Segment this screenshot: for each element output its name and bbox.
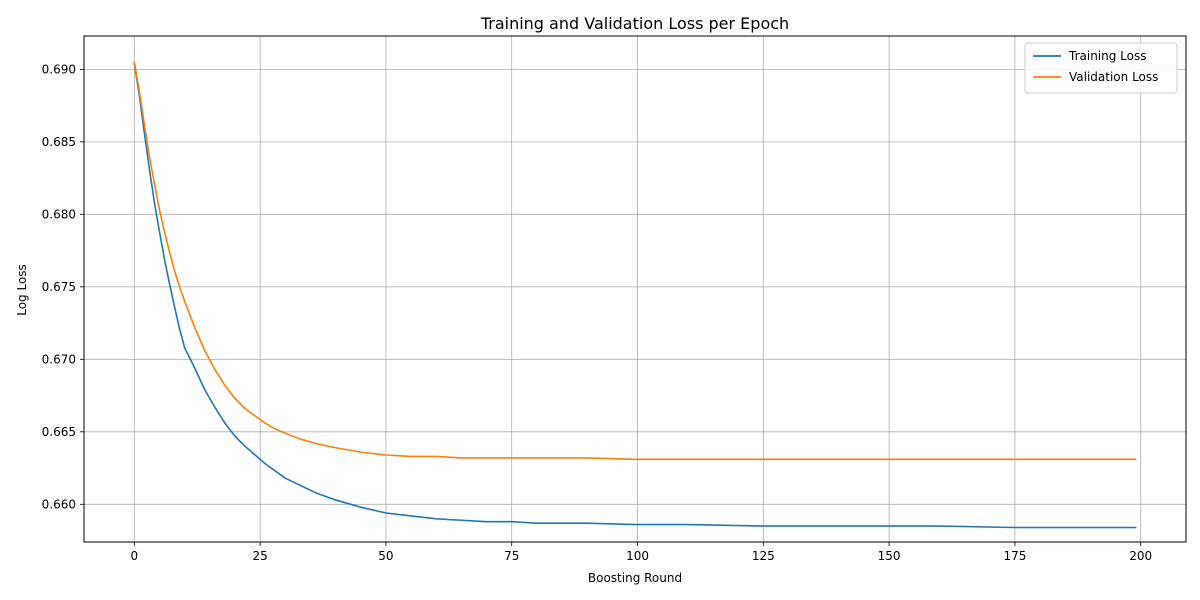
plot-frame [83,35,1187,543]
y-tick-label: 0.680 [42,207,76,221]
grid-lines [84,36,1186,542]
x-tick-label: 25 [252,549,267,563]
y-tick-label: 0.675 [42,280,76,294]
x-tick-label: 200 [1129,549,1152,563]
legend-entry-label: Training Loss [1068,49,1146,63]
series-line-training-loss [133,62,1137,529]
x-tick-label: 100 [626,549,649,563]
x-tick-label: 175 [1003,549,1026,563]
series-line-validation-loss [133,61,1137,461]
y-tick-label: 0.685 [42,135,76,149]
x-tick-label: 150 [878,549,901,563]
y-tick-label: 0.660 [42,497,76,511]
legend-box [1024,42,1178,94]
legend-entry-label: Validation Loss [1069,70,1158,84]
x-axis-label: Boosting Round [588,571,682,585]
legend: Training Loss Validation Loss [1024,42,1178,94]
x-tick-label: 0 [130,549,138,563]
axis-ticks: 0 25 50 75 100 125 150 175 200 0.660 0.665 0.670 0.6… [42,62,1153,563]
chart-title: Training and Validation Loss per Epoch [480,14,789,33]
y-tick-label: 0.665 [42,425,76,439]
x-tick-label: 75 [504,549,519,563]
y-tick-label: 0.670 [42,352,76,366]
x-tick-label: 50 [378,549,393,563]
series-lines [133,61,1137,529]
y-axis-label: Log Loss [15,264,29,316]
y-tick-label: 0.690 [42,62,76,76]
x-tick-label: 125 [752,549,775,563]
